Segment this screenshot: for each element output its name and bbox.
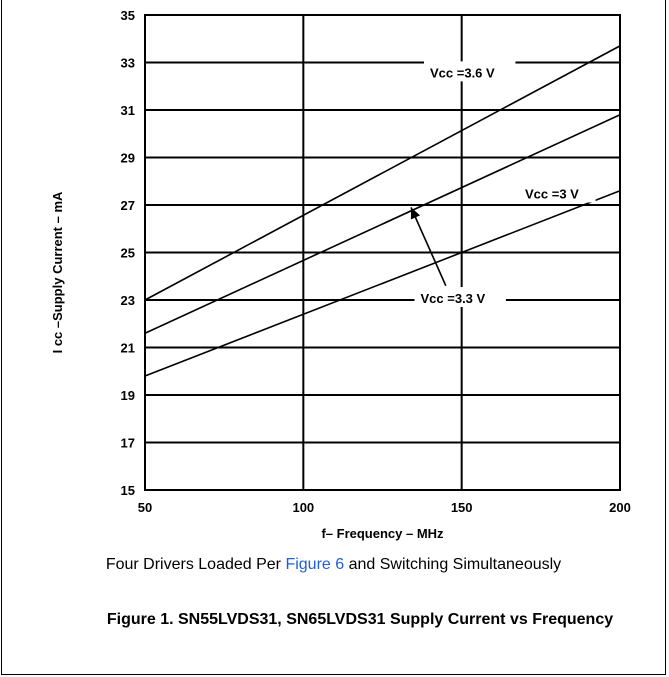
series-layer [144, 45, 621, 377]
tick-labels: 15 17 19 21 23 25 27 29 31 33 35 50 100 150 200 [121, 8, 631, 515]
x-tick-label: 50 [138, 500, 152, 515]
y-tick-label: 35 [121, 8, 135, 23]
series-line [144, 45, 621, 301]
annotation-arrowhead [410, 207, 421, 220]
figure-caption: Figure 1. SN55LVDS31, SN65LVDS31 Supply … [106, 611, 614, 628]
series-annotation: Vcc =3 V [525, 187, 579, 202]
x-axis-label: f– Frequency – MHz [321, 526, 444, 541]
series-annotation: Vcc =3.3 V [421, 291, 486, 306]
y-tick-label: 15 [121, 483, 135, 498]
annotation-arrow [410, 207, 447, 287]
x-tick-label: 100 [292, 500, 314, 515]
y-axis-label: I cc –Supply Current – mA [50, 191, 65, 353]
y-tick-label: 23 [121, 293, 135, 308]
conditions-text-before: Four Drivers Loaded Per [105, 556, 286, 573]
series-line [144, 190, 621, 377]
annotation-bg [424, 61, 516, 82]
y-tick-label: 29 [121, 151, 135, 166]
grid [144, 14, 621, 491]
conditions-text-after: and Switching Simultaneously [344, 556, 562, 573]
y-tick-label: 27 [121, 198, 135, 213]
plot-border [144, 14, 621, 491]
annotation-bg [414, 287, 506, 307]
supply-current-chart: 15 17 19 21 23 25 27 29 31 33 35 50 100 150 200 Vcc =3… [50, 8, 631, 541]
x-tick-label: 150 [451, 500, 473, 515]
test-conditions-note: Four Drivers Loaded Per Figure 6 and Swi… [0, 556, 667, 574]
annotations: Vcc =3.6 V Vcc =3 V Vcc =3.3 V [410, 61, 596, 307]
series-line [144, 114, 621, 334]
annotation-bg [519, 182, 596, 203]
x-tick-label: 200 [609, 500, 631, 515]
y-tick-label: 19 [121, 388, 135, 403]
y-tick-label: 33 [121, 56, 135, 71]
figure-6-link[interactable]: Figure 6 [285, 556, 345, 573]
y-tick-label: 25 [121, 246, 135, 261]
y-tick-label: 31 [121, 103, 135, 118]
y-tick-label: 21 [121, 341, 135, 356]
series-annotation: Vcc =3.6 V [430, 65, 495, 80]
y-tick-label: 17 [121, 436, 135, 451]
